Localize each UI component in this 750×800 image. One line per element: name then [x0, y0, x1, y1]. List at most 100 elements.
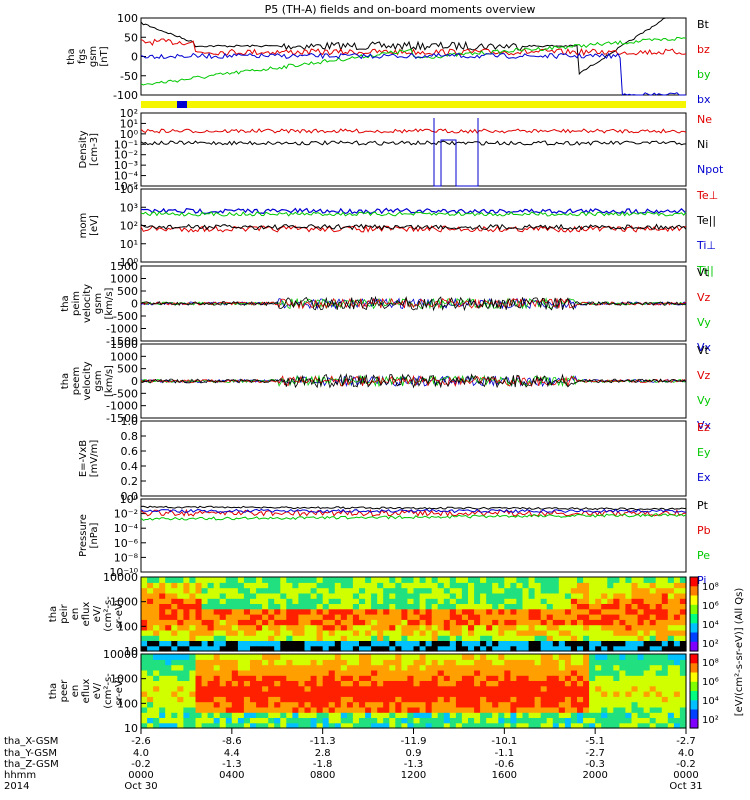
spectrogram-cell: [274, 685, 281, 692]
y-axis-label: tha: [60, 373, 71, 389]
spectrogram-cell: [534, 577, 542, 583]
spectrogram-cell: [322, 685, 330, 692]
spectrogram-cell: [237, 706, 245, 713]
spectrogram-cell: [298, 680, 306, 687]
spectrogram-cell: [268, 664, 275, 671]
spectrogram-cell: [619, 680, 627, 687]
spectrogram-cell: [577, 608, 584, 615]
spectrogram-cell: [522, 624, 530, 631]
spectrogram-cell: [383, 587, 390, 594]
spectrogram-cell: [564, 706, 572, 713]
spectrogram-cell: [262, 685, 269, 692]
spectrogram-cell: [213, 614, 221, 620]
spectrogram-cell: [595, 577, 602, 583]
spectrogram-cell: [365, 685, 372, 692]
spectrogram-cell: [595, 608, 602, 615]
spectrogram-cell: [377, 598, 384, 604]
spectrogram-cell: [383, 706, 390, 713]
spectrogram-cell: [601, 680, 608, 687]
spectrogram-cell: [201, 680, 209, 687]
spectrogram-cell: [389, 717, 396, 724]
spectrogram-cell: [286, 712, 293, 718]
spectrogram-cell: [486, 608, 493, 615]
spectrogram-cell: [516, 582, 524, 589]
spectrogram-cell: [504, 669, 511, 676]
spectrogram-cell: [189, 669, 197, 676]
spectrogram-cell: [498, 659, 505, 666]
colorbar-frame: [689, 576, 699, 652]
spectrogram-cell: [643, 624, 651, 631]
spectrogram-cell: [346, 614, 354, 620]
spectrogram-cell: [268, 614, 275, 620]
spectrogram-cell: [486, 675, 493, 681]
spectrogram-cell: [262, 608, 269, 615]
spectrogram-cell: [558, 614, 566, 620]
spectrogram-cell: [153, 614, 160, 620]
spectrogram-cell: [589, 582, 596, 589]
spectrogram-cell: [256, 592, 263, 599]
spectrogram-cell: [431, 675, 439, 681]
legend-pe: Pe: [697, 549, 710, 562]
spectrogram-cell: [189, 629, 197, 636]
spectrogram-cell: [649, 603, 657, 610]
spectrogram-cell: [631, 664, 639, 671]
spectrogram-cell: [147, 675, 154, 681]
spectrogram-cell: [365, 635, 372, 641]
spectrogram-cell: [431, 640, 439, 647]
spectrogram-cell: [153, 685, 160, 692]
spectrogram-cell: [443, 654, 451, 660]
spectrogram-cell: [346, 712, 354, 718]
legend-ey: Ey: [697, 446, 711, 459]
spectrogram-cell: [437, 669, 445, 676]
spectrogram-cell: [371, 582, 378, 589]
spectrogram-cell: [419, 614, 427, 620]
spectrogram-cell: [262, 691, 269, 697]
spectrogram-cell: [274, 664, 281, 671]
spectrogram-cell: [637, 603, 645, 610]
spectrogram-cell: [637, 691, 645, 697]
spectrogram-cell: [498, 635, 505, 641]
spectrogram-cell: [474, 680, 481, 687]
spectrogram-cell: [243, 722, 251, 729]
spectrogram-cell: [389, 659, 396, 666]
spectrogram-cell: [395, 696, 402, 703]
spectrogram-cell: [607, 640, 614, 647]
spectrogram-cell: [577, 717, 584, 724]
spectrogram-cell: [528, 635, 536, 641]
spectrogram-cell: [365, 608, 372, 615]
spectrogram-cell: [510, 619, 518, 626]
spectrogram-cell: [304, 712, 312, 718]
spectrogram-cell: [352, 577, 360, 583]
spectrogram-cell: [304, 592, 312, 599]
spectrogram-cell: [292, 712, 300, 718]
panel-frame: [140, 576, 687, 652]
y-tick-label: 1500: [110, 260, 138, 273]
spectrogram-cell: [298, 669, 306, 676]
spectrogram-cell: [661, 582, 669, 589]
y-axis-label: sr-eV): [114, 676, 125, 705]
spectrogram-cell: [637, 701, 645, 708]
spectrogram-cell: [564, 669, 572, 676]
spectrogram-cell: [601, 685, 608, 692]
spectrogram-cell: [371, 587, 378, 594]
spectrogram-cell: [504, 603, 511, 610]
spectrogram-cell: [250, 629, 257, 636]
spectrogram-cell: [492, 603, 499, 610]
spectrogram-cell: [395, 614, 402, 620]
spectrogram-cell: [407, 669, 415, 676]
spectrogram-cell: [564, 608, 572, 615]
y-tick-label: 10000: [103, 571, 138, 584]
spectrogram-cell: [631, 659, 639, 666]
spectrogram-cell: [468, 598, 475, 604]
spectrogram-cell: [401, 685, 409, 692]
spectrogram-cell: [147, 614, 154, 620]
spectrogram-cell: [419, 603, 427, 610]
spectrogram-cell: [583, 624, 590, 631]
spectrogram-cell: [292, 608, 300, 615]
spectrogram-cell: [498, 654, 505, 660]
spectrogram-cell: [419, 587, 427, 594]
spectrogram-cell: [328, 701, 336, 708]
spectrogram-cell: [679, 691, 687, 697]
spectrogram-cell: [201, 722, 209, 729]
spectrogram-cell: [625, 696, 633, 703]
